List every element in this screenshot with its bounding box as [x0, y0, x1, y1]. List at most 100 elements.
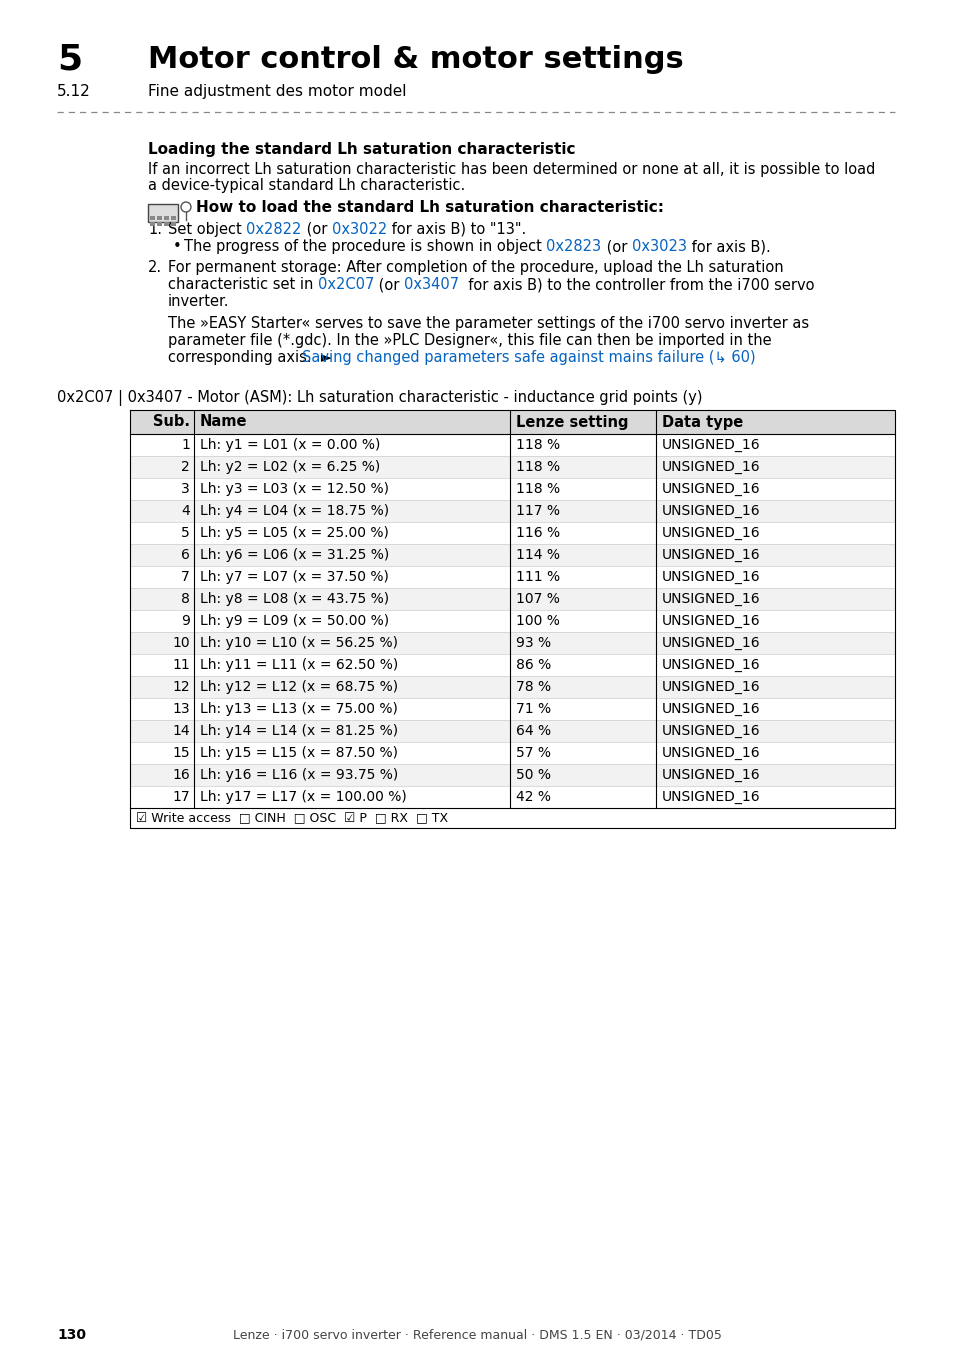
Bar: [130, 764, 894, 786]
Text: UNSIGNED_16: UNSIGNED_16: [661, 437, 760, 452]
Text: 4: 4: [181, 504, 190, 518]
Text: (or: (or: [601, 239, 631, 254]
Text: Loading the standard Lh saturation characteristic: Loading the standard Lh saturation chara…: [148, 142, 575, 157]
Text: 64 %: 64 %: [516, 724, 551, 738]
Bar: [130, 698, 894, 720]
Text: UNSIGNED_16: UNSIGNED_16: [661, 790, 760, 805]
Text: Lh: y9 = L09 (x = 50.00 %): Lh: y9 = L09 (x = 50.00 %): [200, 614, 389, 628]
Text: Lh: y6 = L06 (x = 31.25 %): Lh: y6 = L06 (x = 31.25 %): [200, 548, 389, 562]
Text: a device-typical standard Lh characteristic.: a device-typical standard Lh characteris…: [148, 178, 465, 193]
Bar: [150, 221, 154, 225]
Text: The »EASY Starter« serves to save the parameter settings of the i700 servo inver: The »EASY Starter« serves to save the pa…: [168, 316, 808, 331]
Text: UNSIGNED_16: UNSIGNED_16: [661, 614, 760, 628]
Text: Lh: y3 = L03 (x = 12.50 %): Lh: y3 = L03 (x = 12.50 %): [200, 482, 389, 495]
FancyBboxPatch shape: [148, 204, 178, 221]
Text: Lh: y15 = L15 (x = 87.50 %): Lh: y15 = L15 (x = 87.50 %): [200, 747, 397, 760]
Text: Lh: y12 = L12 (x = 68.75 %): Lh: y12 = L12 (x = 68.75 %): [200, 680, 397, 694]
Text: 3: 3: [181, 482, 190, 495]
Text: Name: Name: [200, 414, 247, 429]
Bar: [130, 500, 894, 522]
Text: UNSIGNED_16: UNSIGNED_16: [661, 680, 760, 694]
Text: 57 %: 57 %: [516, 747, 551, 760]
Text: 0x3023: 0x3023: [631, 239, 686, 254]
Text: 5.12: 5.12: [57, 84, 91, 99]
Text: 8: 8: [181, 593, 190, 606]
Text: 114 %: 114 %: [516, 548, 559, 562]
Text: 13: 13: [172, 702, 190, 716]
Text: 16: 16: [172, 768, 190, 782]
Text: 15: 15: [172, 747, 190, 760]
Text: 1.: 1.: [148, 221, 162, 238]
Bar: [130, 566, 894, 589]
Bar: [130, 544, 894, 566]
Bar: [130, 478, 894, 500]
Text: for axis B) to "13".: for axis B) to "13".: [387, 221, 526, 238]
Text: 2.: 2.: [148, 261, 162, 275]
Text: UNSIGNED_16: UNSIGNED_16: [661, 768, 760, 782]
Text: 12: 12: [172, 680, 190, 694]
Text: 17: 17: [172, 790, 190, 805]
Text: Motor control & motor settings: Motor control & motor settings: [148, 45, 683, 74]
Text: Set object: Set object: [168, 221, 246, 238]
Text: 11: 11: [172, 657, 190, 672]
Text: 50 %: 50 %: [516, 768, 551, 782]
Text: 5: 5: [181, 526, 190, 540]
Text: 5: 5: [57, 42, 82, 76]
Text: 42 %: 42 %: [516, 790, 551, 805]
Text: 117 %: 117 %: [516, 504, 559, 518]
Text: 100 %: 100 %: [516, 614, 559, 628]
Text: UNSIGNED_16: UNSIGNED_16: [661, 593, 760, 606]
Text: 130: 130: [57, 1328, 86, 1342]
Text: Lh: y17 = L17 (x = 100.00 %): Lh: y17 = L17 (x = 100.00 %): [200, 790, 406, 805]
Text: UNSIGNED_16: UNSIGNED_16: [661, 747, 760, 760]
Text: How to load the standard Lh saturation characteristic:: How to load the standard Lh saturation c…: [195, 200, 663, 215]
Text: UNSIGNED_16: UNSIGNED_16: [661, 482, 760, 495]
Text: The progress of the procedure is shown in object: The progress of the procedure is shown i…: [184, 239, 546, 254]
Text: UNSIGNED_16: UNSIGNED_16: [661, 526, 760, 540]
Text: Lh: y8 = L08 (x = 43.75 %): Lh: y8 = L08 (x = 43.75 %): [200, 593, 389, 606]
Text: 71 %: 71 %: [516, 702, 551, 716]
Text: Lh: y7 = L07 (x = 37.50 %): Lh: y7 = L07 (x = 37.50 %): [200, 570, 389, 585]
Text: 10: 10: [172, 636, 190, 649]
Bar: [130, 456, 894, 478]
Bar: [130, 786, 894, 809]
Text: Lh: y10 = L10 (x = 56.25 %): Lh: y10 = L10 (x = 56.25 %): [200, 636, 397, 649]
Text: (or: (or: [374, 277, 404, 292]
Text: UNSIGNED_16: UNSIGNED_16: [661, 657, 760, 672]
Bar: [130, 433, 894, 456]
Text: UNSIGNED_16: UNSIGNED_16: [661, 702, 760, 716]
Text: 107 %: 107 %: [516, 593, 559, 606]
Text: 14: 14: [172, 724, 190, 738]
Text: 78 %: 78 %: [516, 680, 551, 694]
Text: characteristic set in: characteristic set in: [168, 277, 317, 292]
Text: Sub.: Sub.: [152, 414, 190, 429]
Bar: [157, 216, 162, 220]
Text: Lh: y5 = L05 (x = 25.00 %): Lh: y5 = L05 (x = 25.00 %): [200, 526, 389, 540]
Text: 111 %: 111 %: [516, 570, 559, 585]
Bar: [130, 809, 894, 828]
Bar: [130, 676, 894, 698]
Bar: [130, 632, 894, 653]
Text: Lh: y16 = L16 (x = 93.75 %): Lh: y16 = L16 (x = 93.75 %): [200, 768, 397, 782]
Text: Lh: y11 = L11 (x = 62.50 %): Lh: y11 = L11 (x = 62.50 %): [200, 657, 397, 672]
Bar: [130, 610, 894, 632]
Text: 0x3022: 0x3022: [332, 221, 387, 238]
Text: corresponding axis.  ►: corresponding axis. ►: [168, 350, 336, 365]
Text: Fine adjustment des motor model: Fine adjustment des motor model: [148, 84, 406, 99]
Text: UNSIGNED_16: UNSIGNED_16: [661, 724, 760, 738]
Text: Lenze setting: Lenze setting: [516, 414, 628, 429]
Text: 1: 1: [181, 437, 190, 452]
Text: 116 %: 116 %: [516, 526, 559, 540]
Text: Lh: y4 = L04 (x = 18.75 %): Lh: y4 = L04 (x = 18.75 %): [200, 504, 389, 518]
Text: 93 %: 93 %: [516, 636, 551, 649]
Bar: [130, 653, 894, 676]
Text: Saving changed parameters safe against mains failure (↳ 60): Saving changed parameters safe against m…: [302, 350, 755, 365]
Text: Lh: y14 = L14 (x = 81.25 %): Lh: y14 = L14 (x = 81.25 %): [200, 724, 397, 738]
Text: •: •: [172, 239, 182, 254]
Text: Lenze · i700 servo inverter · Reference manual · DMS 1.5 EN · 03/2014 · TD05: Lenze · i700 servo inverter · Reference …: [233, 1328, 720, 1341]
Text: 86 %: 86 %: [516, 657, 551, 672]
Bar: [150, 216, 154, 220]
Text: parameter file (*.gdc). In the »PLC Designer«, this file can then be imported in: parameter file (*.gdc). In the »PLC Desi…: [168, 333, 771, 348]
Text: For permanent storage: After completion of the procedure, upload the Lh saturati: For permanent storage: After completion …: [168, 261, 782, 275]
Text: Data type: Data type: [661, 414, 742, 429]
